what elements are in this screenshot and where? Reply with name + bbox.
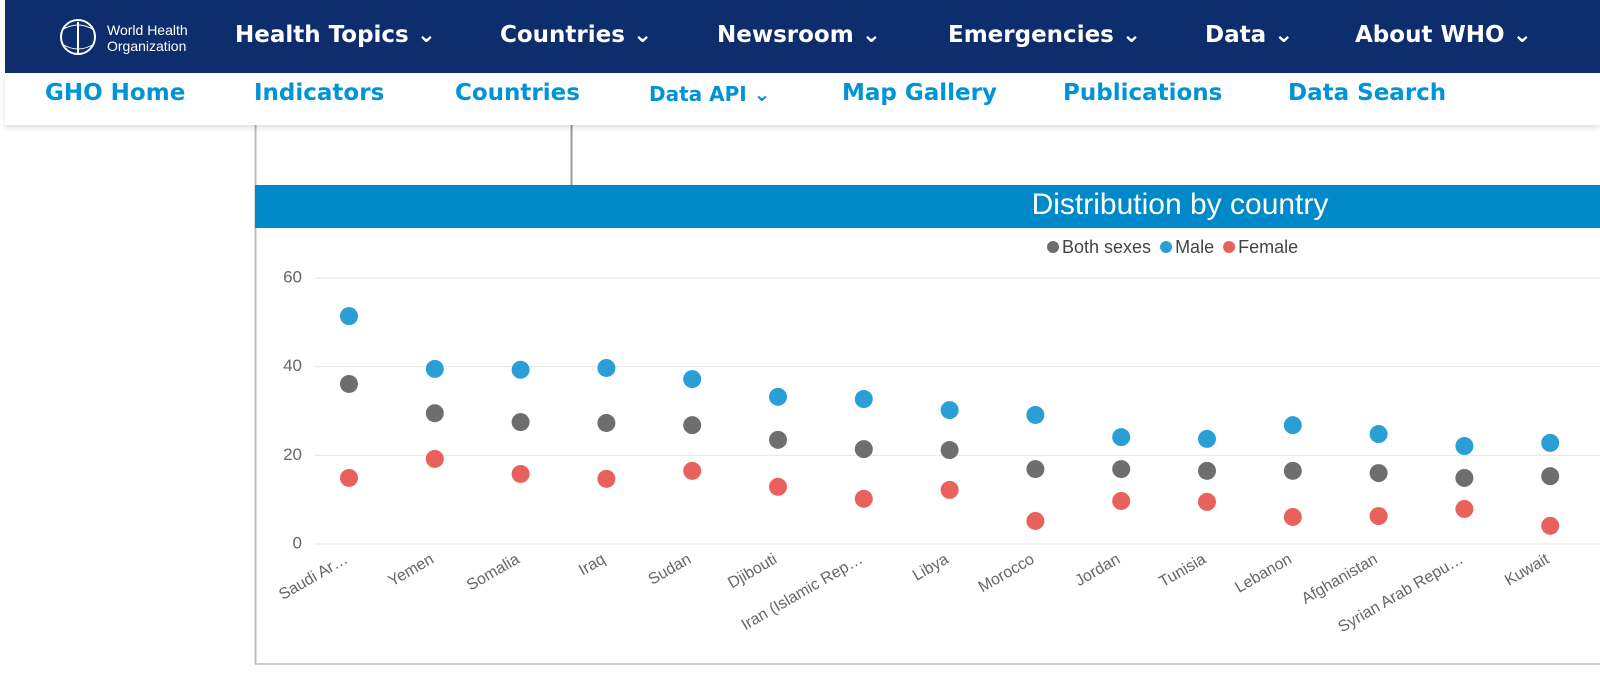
x-tick-label: Saudi Ar… (276, 551, 351, 604)
dot (1455, 499, 1474, 518)
dot (940, 401, 959, 420)
dot (1541, 516, 1560, 535)
subnav-item[interactable]: Indicators (254, 80, 385, 106)
dot (425, 359, 444, 378)
chart-title: Distribution by country (1032, 188, 1329, 221)
logo-text: World Health (107, 22, 188, 38)
dot (1198, 492, 1216, 511)
subnav-item[interactable]: Map Gallery (842, 80, 997, 106)
legend-marker (1047, 241, 1059, 253)
nav-item[interactable]: Emergencies ⌄ (948, 22, 1142, 48)
dot (683, 461, 702, 480)
dot (597, 358, 616, 377)
legend-label: Male (1175, 237, 1214, 257)
x-tick-label: Afghanistan (1299, 551, 1381, 608)
dot (1369, 464, 1388, 483)
plot: 0 20 40 60 Saudi Ar… Yemen Somalia Iraq Sudan Dji… (276, 237, 1600, 636)
dot (940, 441, 959, 460)
dot (683, 416, 702, 435)
dot (1198, 461, 1216, 480)
dot (854, 390, 873, 409)
dot (769, 430, 787, 449)
nav-label[interactable]: Health Topics (235, 22, 409, 48)
nav-label[interactable]: About WHO (1355, 22, 1505, 48)
x-tick-label: Iraq (576, 551, 608, 580)
y-tick-label: 0 (293, 533, 302, 552)
nav-item[interactable]: Health Topics ⌄ (235, 22, 437, 48)
x-tick-label: Jordan (1072, 551, 1123, 590)
dot (1198, 429, 1216, 448)
legend-marker (1160, 241, 1173, 253)
x-tick-label: Yemen (386, 551, 437, 590)
y-tick-label: 40 (283, 356, 302, 375)
nav-label[interactable]: Emergencies (948, 22, 1114, 48)
dot (340, 307, 358, 326)
legend-label: Both sexes (1062, 237, 1151, 257)
dot (1112, 491, 1131, 510)
subnav-label[interactable]: Data API (649, 82, 747, 106)
sub-nav (5, 73, 1600, 125)
dot (1455, 468, 1474, 487)
dot (854, 440, 873, 459)
dot (769, 477, 787, 496)
dot (1026, 460, 1045, 479)
x-tick-label: Sudan (646, 551, 695, 589)
dot (511, 413, 530, 432)
dot (1026, 511, 1045, 530)
nav-item[interactable]: Data ⌄ (1205, 22, 1294, 48)
dot (511, 360, 530, 379)
subnav-item[interactable]: Publications (1063, 80, 1223, 106)
nav-item[interactable]: About WHO ⌄ (1355, 22, 1532, 48)
x-tick-label: Kuwait (1502, 550, 1553, 589)
subnav-item[interactable]: Countries (455, 80, 580, 106)
dot (597, 413, 616, 432)
dot (1455, 437, 1474, 456)
subnav-item[interactable]: Data Search (1288, 80, 1447, 106)
nav-item[interactable]: Newsroom ⌄ (717, 22, 881, 48)
dot (1369, 507, 1388, 526)
dot (683, 370, 702, 389)
dot (425, 449, 444, 468)
legend-marker (1223, 241, 1236, 253)
dot (1283, 461, 1302, 480)
dot (597, 469, 616, 488)
legend-label: Female (1238, 237, 1298, 257)
dot (1283, 507, 1302, 526)
subnav-item[interactable]: GHO Home (45, 80, 186, 106)
dot (940, 480, 959, 499)
y-tick-label: 60 (283, 267, 302, 286)
x-tick-label: Tunisia (1156, 551, 1209, 591)
logo-text: Organization (107, 38, 187, 54)
dot (511, 464, 530, 483)
x-tick-label: Lebanon (1232, 551, 1294, 597)
subnav-item[interactable]: Data API ⌄ (649, 82, 771, 106)
x-tick-label: Djibouti (725, 551, 780, 592)
dot (1112, 428, 1131, 447)
dot (340, 468, 358, 487)
x-tick-label: Morocco (976, 551, 1038, 596)
x-tick-label: Somalia (464, 551, 523, 595)
nav-item[interactable]: Countries ⌄ (500, 22, 653, 48)
top-nav (5, 0, 1600, 73)
chart-header (255, 185, 1600, 228)
x-tick-label: Libya (910, 551, 952, 585)
dot (1541, 433, 1560, 452)
nav-label[interactable]: Data (1205, 22, 1267, 48)
dot (340, 374, 358, 393)
dot (1283, 416, 1302, 435)
nav-label[interactable]: Newsroom (717, 22, 854, 48)
dot (769, 387, 787, 406)
dot (1112, 460, 1131, 479)
who-logo (60, 19, 96, 55)
y-tick-label: 20 (283, 445, 302, 464)
dot (1026, 405, 1045, 424)
dot (425, 404, 444, 423)
nav-label[interactable]: Countries (500, 22, 625, 48)
dot (1541, 467, 1560, 486)
dot (854, 489, 873, 508)
dot (1369, 425, 1388, 444)
